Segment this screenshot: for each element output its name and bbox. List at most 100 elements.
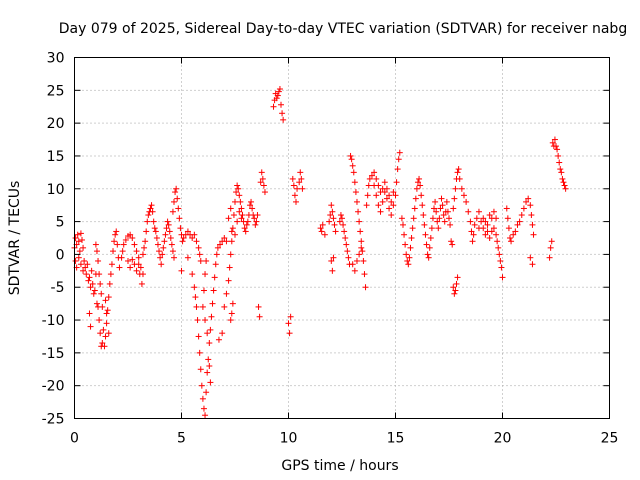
data-point [204,330,211,337]
data-point [82,264,89,271]
data-point [232,198,238,205]
data-point [173,185,180,192]
data-point [162,231,169,238]
data-point [386,205,393,212]
data-point [236,192,243,199]
data-point [351,179,358,186]
data-point [199,303,206,310]
data-point [414,179,421,186]
data-point [299,185,306,192]
data-point [77,230,84,237]
data-point [129,256,136,263]
data-point [516,218,523,225]
data-point [101,343,108,350]
data-point [72,257,79,264]
data-point [291,192,298,199]
data-point [527,202,534,209]
data-point [417,182,424,189]
data-point [208,313,215,320]
data-point [256,313,263,320]
data-point [251,215,258,222]
data-point [137,264,144,271]
data-point [435,225,442,232]
data-point [157,254,164,261]
data-point [211,274,218,281]
y-tick-label: 15 [47,149,65,165]
data-point [452,185,459,192]
data-point [441,218,448,225]
data-point [219,330,226,337]
data-point [194,317,201,324]
data-point [112,231,119,238]
data-point [193,303,200,310]
data-point [102,297,109,304]
data-point [99,303,106,310]
data-point [368,172,375,179]
data-point [473,215,480,222]
data-point [553,143,559,150]
data-point [209,300,216,307]
data-point [210,287,217,294]
data-point [217,241,224,248]
data-point [408,235,415,241]
data-point [199,395,206,402]
data-point [86,310,93,317]
data-point [393,179,400,186]
data-point [179,238,186,245]
data-point [331,221,338,228]
data-point [410,215,417,222]
data-point [192,294,199,301]
data-point [339,215,345,222]
data-point [260,182,267,189]
data-point [225,215,232,222]
data-point [348,156,355,163]
data-point [498,264,505,271]
data-point [196,251,203,258]
data-point [433,208,440,215]
y-tick-label: -10 [42,313,65,329]
data-point [232,231,238,238]
data-point [92,241,99,248]
y-tick-label: 20 [47,116,65,132]
data-point [167,235,174,241]
data-point [371,169,378,176]
data-point [383,185,390,192]
data-point [129,235,136,241]
data-point [463,198,470,205]
y-tick-label: -15 [42,346,65,362]
data-point [171,254,178,261]
data-point [443,198,450,205]
y-tick-label: 0 [56,247,65,263]
data-point [422,231,429,238]
data-point [189,235,196,241]
data-point [276,86,283,93]
data-point [559,175,566,182]
data-point [84,261,91,268]
data-point [508,238,515,245]
data-point [294,185,301,192]
data-point [204,369,211,376]
data-point [106,280,113,287]
data-point [86,274,93,281]
data-point [390,202,397,209]
data-point [396,149,403,156]
data-point [238,205,245,212]
data-point [172,189,179,196]
data-point [475,208,482,215]
data-point [161,238,168,245]
data-point [103,320,110,327]
data-point [103,310,110,317]
data-point [470,231,477,238]
data-point [403,251,410,258]
data-point [78,236,85,243]
data-point [388,198,395,205]
data-point [165,221,172,228]
data-point [191,231,198,238]
data-point [169,208,176,215]
data-point [118,254,125,261]
data-point [135,261,142,268]
data-point [270,103,277,110]
y-tick-label: -25 [42,412,65,428]
data-point [497,257,504,264]
